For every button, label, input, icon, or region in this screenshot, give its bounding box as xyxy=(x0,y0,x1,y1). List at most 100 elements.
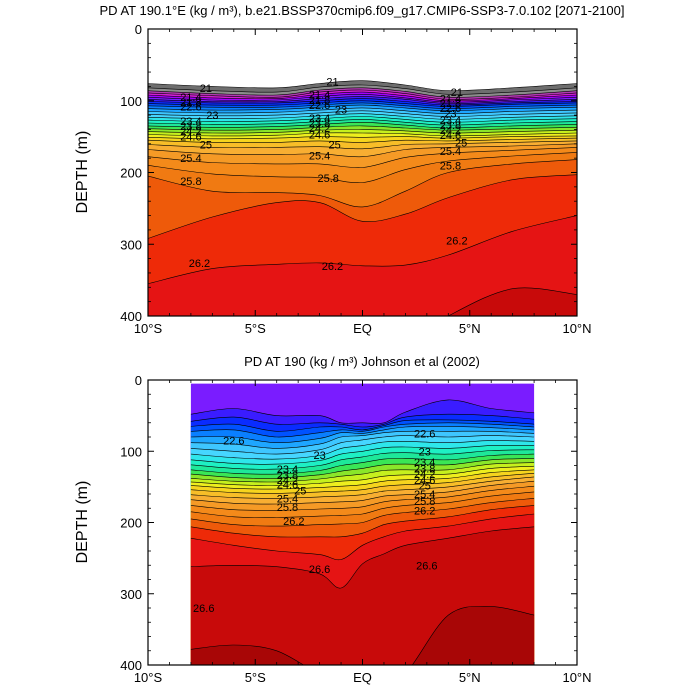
panel-model-ylabel: DEPTH (m) xyxy=(74,131,91,214)
panel-obs-contour-label: 26.6 xyxy=(416,560,437,572)
panel-model-contour-24_4 xyxy=(148,129,577,134)
panel-obs-contour-22_4 xyxy=(190,419,535,432)
panel-model-contour-label: 23.8 xyxy=(180,121,201,133)
panel-model-contour-label: 23 xyxy=(206,110,218,122)
panel-obs-contour-label: 26.6 xyxy=(193,603,214,615)
panel-model-contour-label: 23 xyxy=(335,104,347,116)
panel-obs-contour-label: 23 xyxy=(313,450,325,462)
panel-model-contour-label: 21.8 xyxy=(440,98,461,110)
panel-model-contour-label: 24.2 xyxy=(180,126,201,138)
panel-model-contour-label: 23 xyxy=(444,109,456,121)
panel-obs-contour-label: 22.6 xyxy=(414,428,435,440)
panel-obs-contour-label: 23.8 xyxy=(414,463,435,475)
panel-obs-contour-23_4 xyxy=(190,440,535,460)
panel-model-contour-label: 26.2 xyxy=(446,236,467,248)
panel-model-contour-label: 24.2 xyxy=(309,123,330,135)
panel-obs-ylabel: DEPTH (m) xyxy=(74,481,91,564)
panel-obs-contour-label: 22.6 xyxy=(223,436,244,448)
panel-model-xtick-label: 5°S xyxy=(245,321,266,336)
panel-model-contour-25_8 xyxy=(148,152,577,184)
panel-model-contour-21_2 xyxy=(148,87,577,98)
panel-obs-contour-label: 23.4 xyxy=(277,464,298,476)
panel-model-xtick-label: 10°N xyxy=(562,321,591,336)
panel-model-contour-label: 26.2 xyxy=(189,258,210,270)
panel-model-contour-label: 24.6 xyxy=(440,130,461,142)
panel-obs-xtick-label: 10°N xyxy=(562,670,591,685)
panel-model-contour-label: 24.6 xyxy=(180,132,201,144)
panel-model-contour-21_8 xyxy=(148,93,577,103)
panel-model-contour-23_2 xyxy=(148,110,577,117)
panel-obs-contour-label: 26.6 xyxy=(309,564,330,576)
panel-model-contour-23_6 xyxy=(148,116,577,123)
panel-model-contour-label: 23.8 xyxy=(440,120,461,132)
panel-obs-contour-label: 23.4 xyxy=(414,457,435,469)
panel-model-contour-23 xyxy=(148,107,577,115)
panel-model-contour-label: 23.4 xyxy=(180,116,201,128)
panel-obs-contour-23_8 xyxy=(190,449,535,470)
panel-obs-contour-25_6 xyxy=(190,485,535,511)
panel-obs-bands xyxy=(190,383,535,665)
panel-obs-contour-24_2 xyxy=(190,458,535,479)
panel-obs-xtick-label: 5°N xyxy=(459,670,481,685)
panel-model-contour-26_6 xyxy=(447,287,577,316)
panel-obs-contour-label: 25 xyxy=(419,480,431,492)
panel-model-xtick-label: EQ xyxy=(353,321,372,336)
panel-model-contour-label: 25.8 xyxy=(180,176,201,188)
panel-obs-contour-label: 25 xyxy=(294,485,306,497)
panel-model-contour-label: 25.8 xyxy=(440,160,461,172)
panel-model-contour-label: 21 xyxy=(326,76,338,88)
panel-obs-contour-26_2 xyxy=(190,505,535,538)
panel-obs-contour-24_4 xyxy=(190,462,535,483)
panel-obs-contour-22_8 xyxy=(190,425,535,444)
panel-obs-contour-26_8 xyxy=(190,606,535,665)
panel-obs-contour-label: 26.2 xyxy=(283,516,304,528)
panel-obs-contour-25_8 xyxy=(190,491,535,518)
panel-model-ytick-label: 300 xyxy=(120,237,142,252)
panel-obs-contour-25 xyxy=(190,473,535,494)
panel-model-contour-label: 21 xyxy=(200,83,212,95)
panel-model-contour-label: 21.4 xyxy=(309,89,330,101)
panel-obs-ytick-label: 100 xyxy=(120,444,142,459)
panel-obs-contour-label: 23 xyxy=(419,446,431,458)
panel-model-contour-22_6 xyxy=(148,102,577,109)
panel-model-contour-label: 25.4 xyxy=(440,146,461,158)
panel-obs-contour-25_4 xyxy=(190,480,535,505)
panel-model-contour-label: 21 xyxy=(451,87,463,99)
panel-obs-contour-23_6 xyxy=(190,445,535,465)
panel-model-contour-25_6 xyxy=(148,147,577,168)
panel-obs-contour-label: 25.8 xyxy=(277,502,298,514)
panel-model-contour-label: 25.8 xyxy=(317,173,338,185)
panel-model-contour-22_8 xyxy=(148,104,577,112)
panel-obs-ytick-label: 200 xyxy=(120,516,142,531)
panel-obs-ytick-label: 400 xyxy=(120,658,142,673)
panel-model-contour-label: 21.8 xyxy=(309,95,330,107)
panel-obs-contour-label: 25.4 xyxy=(277,493,298,505)
panel-model-contour-23_8 xyxy=(148,119,577,126)
panel-model-contour-21_4 xyxy=(148,89,577,100)
panel-obs-contour-label: 26.2 xyxy=(414,505,435,517)
panel-model-contour-label: 25 xyxy=(328,140,340,152)
panel-obs-title: PD AT 190 (kg / m³) Johnson et al (2002) xyxy=(244,354,480,369)
panel-model-ytick-label: 100 xyxy=(120,94,142,109)
panel-obs-contour-25_2 xyxy=(190,476,535,499)
panel-model-contour-label: 22.6 xyxy=(309,100,330,112)
panel-model-ytick-label: 400 xyxy=(120,309,142,324)
panel-obs-contour-26_6 xyxy=(190,526,535,589)
panel-model-contour-label: 21.4 xyxy=(180,92,201,104)
panel-obs-xtick-label: EQ xyxy=(353,670,372,685)
panel-obs-contour-label: 25.8 xyxy=(414,496,435,508)
panel-obs-contour-24 xyxy=(190,453,535,475)
panel-obs-contour-label: 23.8 xyxy=(277,470,298,482)
panel-obs-contour-23 xyxy=(190,430,535,449)
panel-model-contour-24_6 xyxy=(148,132,577,137)
panel-model-axes: 10°S 5°S EQ 5°N 10°N 0 100 200 300 400 xyxy=(120,22,591,336)
panel-model-title: PD AT 190.1°E (kg / m³), b.e21.BSSP370cm… xyxy=(99,3,624,18)
panel-obs-contour-24_8 xyxy=(190,469,535,490)
panel-obs-contour-22_2 xyxy=(190,413,535,428)
panel-model-contour-22_4 xyxy=(148,100,577,107)
panel-model-contour-label: 26.2 xyxy=(322,261,343,273)
panel-model-xtick-label: 10°S xyxy=(134,321,163,336)
panel-obs-contour-24_6 xyxy=(190,465,535,486)
panel-model-contour-label: 21.4 xyxy=(440,94,461,106)
